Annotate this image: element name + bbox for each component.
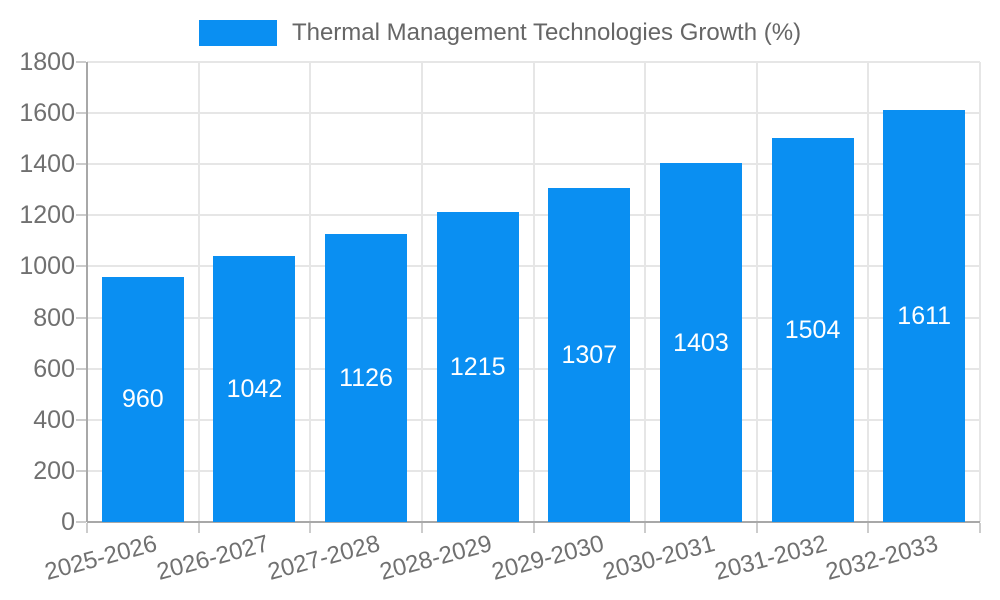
x-tick-label: 2031-2032 — [711, 530, 830, 586]
x-tick-label: 2029-2030 — [488, 530, 607, 586]
bar-value-label: 1126 — [339, 364, 393, 393]
bar-value-label: 960 — [121, 385, 164, 414]
gridline-vertical — [867, 62, 870, 522]
gridline-vertical — [420, 62, 423, 522]
y-tick-label: 1800 — [19, 48, 75, 76]
bar: 1504 — [771, 137, 854, 522]
bar: 960 — [101, 276, 184, 522]
gridline-vertical — [309, 62, 312, 522]
x-axis-tick — [309, 523, 312, 533]
x-axis-tick — [644, 523, 647, 533]
y-axis-tick — [76, 163, 86, 166]
y-axis-tick — [76, 112, 86, 115]
y-tick-label: 200 — [33, 456, 75, 485]
bar: 1611 — [883, 110, 966, 522]
x-tick-label: 2026-2027 — [153, 530, 272, 586]
plot-area: 960 1042 1126 1215 1307 1403 1504 1611 — [76, 61, 981, 533]
y-tick-label: 1000 — [19, 252, 75, 281]
bar: 1126 — [325, 234, 408, 522]
y-axis-tick — [76, 61, 86, 63]
bar-value-label: 1611 — [897, 302, 952, 331]
x-tick-label: 2027-2028 — [265, 530, 384, 586]
bar: 1215 — [436, 211, 519, 522]
bar: 1307 — [548, 188, 631, 522]
y-tick-label: 400 — [33, 405, 75, 434]
legend[interactable]: Thermal Management Technologies Growth (… — [0, 19, 1000, 47]
legend-label: Thermal Management Technologies Growth (… — [291, 19, 802, 46]
y-axis-tick — [76, 418, 86, 421]
x-axis-tick — [86, 523, 88, 533]
bar-value-label: 1504 — [784, 315, 841, 344]
gridline-vertical — [755, 62, 758, 522]
bar: 1042 — [213, 255, 296, 522]
legend-swatch — [198, 20, 277, 46]
y-tick-label: 800 — [33, 303, 75, 332]
y-tick-label: 1600 — [19, 99, 75, 128]
bar-value-label: 1307 — [561, 341, 618, 369]
y-axis-tick — [76, 367, 86, 370]
x-axis-tick — [755, 523, 758, 533]
bar-value-label: 1042 — [226, 374, 283, 403]
y-axis-tick — [76, 214, 86, 217]
x-tick-label: 2032-2033 — [823, 530, 942, 586]
bar-value-label: 1215 — [449, 352, 506, 381]
y-tick-label: 1400 — [19, 150, 75, 179]
y-axis-line — [86, 62, 88, 522]
gridline-vertical — [644, 62, 647, 522]
bar: 1403 — [659, 163, 742, 522]
y-axis-tick — [76, 521, 86, 523]
x-axis-tick — [197, 523, 200, 533]
y-axis-tick — [76, 469, 86, 472]
y-tick-label: 600 — [33, 354, 75, 383]
x-tick-label: 2030-2031 — [600, 530, 718, 586]
x-axis-tick — [532, 523, 535, 533]
y-tick-label: 0 — [61, 508, 75, 536]
x-axis-line — [87, 521, 980, 523]
x-tick-label: 2028-2029 — [376, 530, 495, 586]
gridline-vertical — [197, 62, 200, 522]
x-axis-tick — [420, 523, 423, 533]
y-axis-tick — [76, 265, 86, 268]
x-axis-tick — [979, 523, 981, 533]
x-axis-tick — [867, 523, 870, 533]
gridline-vertical — [532, 62, 535, 522]
y-tick-label: 1200 — [19, 201, 75, 230]
gridline-vertical — [979, 62, 981, 522]
bar-value-label: 1403 — [673, 328, 729, 357]
y-axis-tick — [76, 316, 86, 319]
x-tick-label: 2025-2026 — [41, 530, 160, 586]
